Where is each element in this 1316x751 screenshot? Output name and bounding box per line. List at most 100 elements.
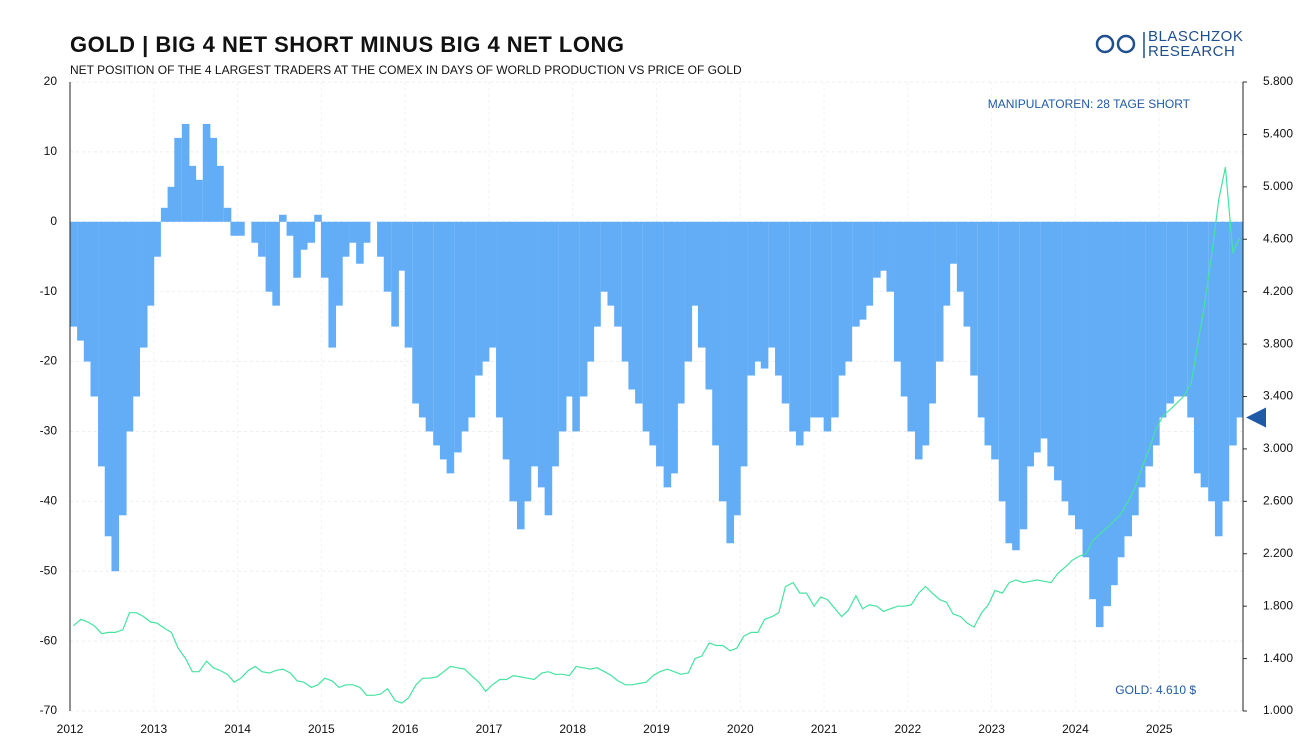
bar — [481, 221, 490, 362]
bar — [475, 221, 483, 376]
bar — [77, 221, 85, 341]
x-tick-label: 2022 — [895, 722, 922, 736]
bar — [628, 221, 636, 390]
bar — [509, 221, 518, 502]
bar — [837, 221, 846, 376]
latest-marker — [1246, 407, 1266, 428]
bar — [195, 179, 203, 222]
x-tick-label: 2019 — [643, 722, 670, 736]
bar — [425, 221, 434, 432]
x-tick-label: 2020 — [727, 722, 754, 736]
y-tick-label: -70 — [40, 703, 58, 717]
bar — [1103, 221, 1112, 607]
bar — [705, 221, 714, 390]
bar — [1054, 221, 1062, 481]
bar — [335, 221, 343, 306]
bar — [775, 221, 783, 376]
bar — [739, 221, 748, 467]
bar — [188, 165, 197, 222]
bar — [320, 221, 329, 278]
bar — [404, 221, 413, 348]
bar — [356, 221, 364, 264]
bar — [502, 221, 511, 460]
bar — [1145, 221, 1153, 467]
bar — [1229, 221, 1237, 446]
bar — [816, 221, 825, 418]
bar — [377, 221, 385, 257]
bar — [1208, 221, 1216, 502]
y2-tick-label: 2.600 — [1263, 494, 1293, 508]
bar — [307, 221, 316, 243]
logo-text: RESEARCH — [1148, 43, 1235, 60]
bar — [697, 221, 706, 348]
bar — [1152, 221, 1160, 446]
bar — [265, 221, 274, 292]
bar — [873, 221, 881, 278]
bar — [795, 221, 804, 446]
bar — [314, 214, 322, 222]
bar — [1033, 221, 1041, 453]
bar — [160, 207, 169, 222]
logo-icon — [1095, 34, 1115, 54]
bar — [1137, 221, 1146, 488]
bar — [167, 186, 176, 222]
bar — [586, 221, 595, 362]
x-tick-label: 2014 — [224, 722, 251, 736]
bar — [935, 221, 944, 362]
bar — [1012, 221, 1020, 551]
y-tick-label: -30 — [40, 424, 58, 438]
bar — [1061, 221, 1070, 502]
bar — [1005, 221, 1014, 544]
bar — [894, 221, 902, 362]
bar — [984, 221, 993, 446]
bar — [1131, 221, 1139, 516]
bar — [802, 221, 811, 432]
bar — [1026, 221, 1034, 467]
bar — [174, 137, 182, 222]
bar — [341, 221, 350, 257]
bar — [349, 221, 357, 243]
bar — [537, 221, 546, 488]
bar — [496, 221, 504, 418]
bar — [677, 221, 685, 404]
bar — [467, 221, 476, 418]
bar — [488, 221, 497, 348]
bar — [69, 221, 78, 327]
x-tick-label: 2023 — [978, 722, 1005, 736]
bar — [391, 221, 399, 327]
bar — [663, 221, 672, 488]
bar — [1221, 221, 1230, 502]
bar — [607, 221, 616, 306]
bar — [691, 221, 699, 306]
bar — [146, 221, 155, 306]
bar — [768, 221, 776, 348]
bar — [362, 221, 371, 243]
x-tick-label: 2024 — [1062, 722, 1089, 736]
bar — [460, 221, 469, 432]
bar — [789, 221, 797, 432]
x-tick-label: 2012 — [57, 722, 84, 736]
bar — [852, 221, 860, 327]
bar — [293, 221, 301, 278]
y2-tick-label: 3.400 — [1263, 389, 1293, 403]
bar — [202, 123, 211, 222]
bar — [328, 221, 337, 348]
bar — [1068, 221, 1076, 516]
x-tick-label: 2021 — [811, 722, 838, 736]
bar — [383, 221, 392, 292]
bar — [454, 221, 462, 453]
bar — [1110, 221, 1118, 586]
bar — [886, 221, 895, 292]
bar — [1019, 221, 1028, 530]
bar — [446, 221, 455, 474]
bar — [433, 221, 441, 446]
bar — [565, 221, 574, 397]
bar — [1082, 221, 1091, 558]
bar — [1166, 221, 1174, 404]
annotation: MANIPULATOREN: 28 TAGE SHORT — [988, 97, 1191, 111]
x-tick-label: 2018 — [559, 722, 586, 736]
y2-tick-label: 1.800 — [1263, 598, 1293, 612]
bar — [747, 221, 755, 376]
y2-tick-label: 5.800 — [1263, 74, 1293, 88]
